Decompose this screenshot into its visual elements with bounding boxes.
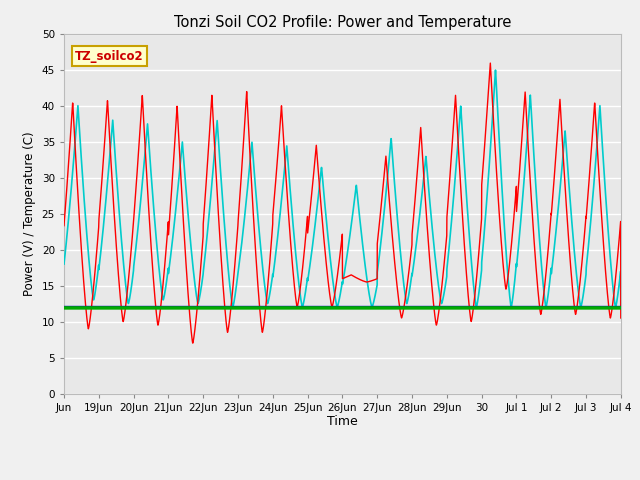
Title: Tonzi Soil CO2 Profile: Power and Temperature: Tonzi Soil CO2 Profile: Power and Temper… <box>173 15 511 30</box>
Y-axis label: Power (V) / Temperature (C): Power (V) / Temperature (C) <box>23 132 36 296</box>
Text: TZ_soilco2: TZ_soilco2 <box>75 50 144 63</box>
Legend: CR23X Temperature, CR23X Voltage, CR10X Voltage, CR10X Temperature: CR23X Temperature, CR23X Voltage, CR10X … <box>72 478 612 480</box>
X-axis label: Time: Time <box>327 415 358 429</box>
